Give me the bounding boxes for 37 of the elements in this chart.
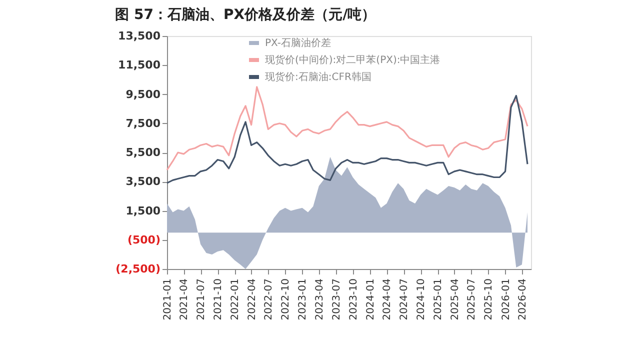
y-tick-label: (500) (127, 233, 160, 246)
x-tick-label: 2024-04 (382, 278, 394, 320)
legend-label: 现货价:石脑油:CFR韩国 (265, 71, 372, 83)
x-tick-label: 2021-07 (196, 278, 208, 320)
x-tick-label: 2023-07 (331, 278, 342, 320)
x-tick-label: 2024-10 (416, 278, 428, 320)
y-tick-label: 3,500 (126, 175, 161, 188)
x-tick-label: 2024-01 (365, 278, 376, 320)
x-tick-label: 2021-04 (179, 278, 190, 320)
x-tick-label: 2026-01 (500, 278, 512, 320)
y-tick-label: 11,500 (118, 58, 161, 72)
x-tick-label: 2025-07 (466, 278, 478, 320)
legend-label: PX-石脑油价差 (265, 37, 331, 49)
x-tick-label: 2024-07 (399, 278, 410, 320)
x-tick-label: 2022-01 (230, 278, 242, 320)
x-tick-label: 2021-01 (162, 278, 174, 320)
line-series (166, 94, 528, 184)
x-tick-label: 2022-04 (246, 278, 258, 320)
x-tick-label: 2022-10 (280, 278, 292, 320)
legend-label: 现货价(中间价):对二甲苯(PX):中国主港 (265, 54, 440, 66)
y-tick-label: 13,500 (118, 30, 161, 42)
x-tick-label: 2025-04 (450, 278, 461, 320)
y-tick-label: 9,500 (126, 88, 161, 101)
x-tick-label: 2025-01 (433, 278, 444, 320)
x-tick-label: 2023-01 (298, 278, 309, 320)
x-tick-label: 2026-04 (517, 278, 528, 320)
y-tick-label: (2,500) (116, 262, 160, 276)
x-tick-label: 2021-10 (213, 278, 224, 320)
chart-title: 图 57：石脑油、PX价格及价差（元/吨） (115, 6, 376, 23)
x-tick-label: 2025-10 (484, 278, 495, 320)
line-series (166, 86, 528, 171)
y-tick-label: 5,500 (126, 146, 161, 159)
y-tick-label: 7,500 (126, 116, 161, 130)
x-tick-label: 2022-07 (264, 278, 275, 320)
x-tick-label: 2023-10 (348, 278, 360, 320)
y-tick-label: 1,500 (126, 204, 161, 218)
x-tick-label: 2023-04 (314, 278, 326, 320)
